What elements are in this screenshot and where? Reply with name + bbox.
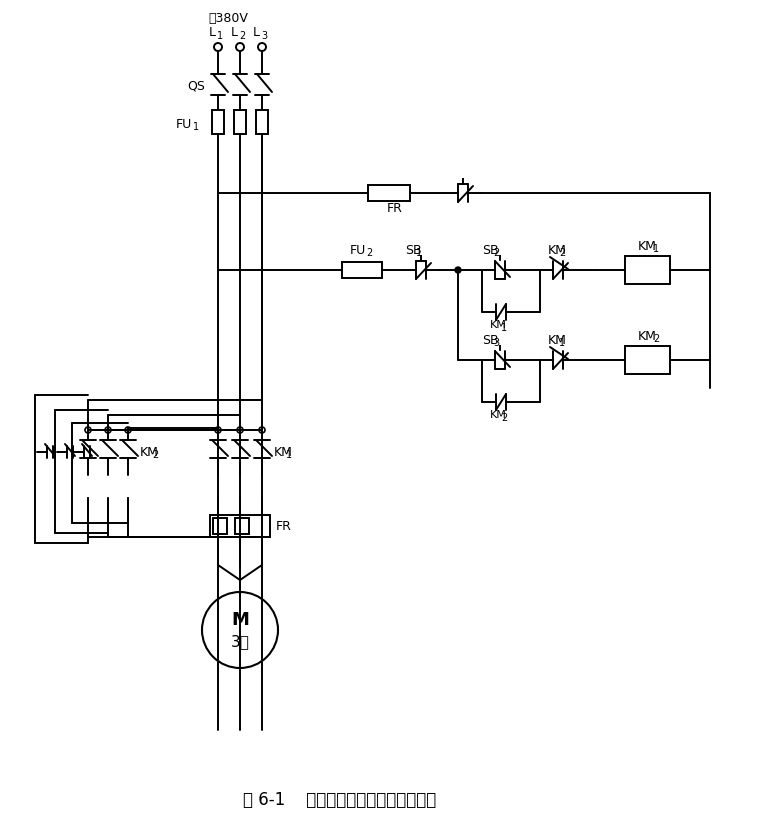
Circle shape <box>236 43 244 51</box>
Text: KM: KM <box>274 445 293 459</box>
Text: 图 6-1    交流电动机的正反转控制电路: 图 6-1 交流电动机的正反转控制电路 <box>243 791 437 809</box>
Text: L: L <box>253 27 260 40</box>
Text: 1: 1 <box>286 450 292 460</box>
Circle shape <box>215 427 221 433</box>
Text: 1: 1 <box>416 248 422 258</box>
Text: SB: SB <box>482 333 499 347</box>
Text: 1: 1 <box>653 244 659 254</box>
Text: KM: KM <box>140 445 159 459</box>
Bar <box>342 262 382 278</box>
Text: 3: 3 <box>261 31 267 41</box>
Circle shape <box>214 43 222 51</box>
Circle shape <box>455 267 461 273</box>
Text: 3: 3 <box>493 338 499 348</box>
Text: FR: FR <box>387 203 403 215</box>
Circle shape <box>202 592 278 668</box>
Text: KM: KM <box>548 243 567 257</box>
Circle shape <box>259 427 265 433</box>
Circle shape <box>85 427 91 433</box>
Text: KM: KM <box>638 330 657 342</box>
Text: KM: KM <box>548 333 567 347</box>
Text: 2: 2 <box>239 31 245 41</box>
Text: FU: FU <box>350 243 366 257</box>
Text: KM: KM <box>490 320 507 330</box>
Text: QS: QS <box>187 80 205 92</box>
Text: M: M <box>231 611 249 629</box>
Text: L: L <box>209 27 216 40</box>
Bar <box>368 185 410 201</box>
Text: 2: 2 <box>501 413 507 423</box>
Text: 2: 2 <box>493 248 499 258</box>
Bar <box>625 256 670 284</box>
Circle shape <box>455 267 461 273</box>
Text: 1: 1 <box>501 323 507 333</box>
Text: 2: 2 <box>653 334 659 344</box>
Text: FU: FU <box>176 117 192 130</box>
Bar <box>210 515 270 537</box>
Text: 1: 1 <box>217 31 223 41</box>
Circle shape <box>105 427 111 433</box>
Bar <box>234 110 246 134</box>
Text: L: L <box>231 27 238 40</box>
Text: 2: 2 <box>559 248 565 258</box>
Text: FR: FR <box>276 519 292 533</box>
Bar <box>235 518 249 534</box>
Circle shape <box>258 43 266 51</box>
Text: SB: SB <box>482 243 499 257</box>
Bar <box>213 518 227 534</box>
Text: 3～: 3～ <box>230 635 249 650</box>
Text: 2: 2 <box>152 450 158 460</box>
Text: 1: 1 <box>559 338 565 348</box>
Circle shape <box>125 427 131 433</box>
Text: 1: 1 <box>193 122 199 132</box>
Bar <box>256 110 268 134</box>
Bar <box>625 346 670 374</box>
Circle shape <box>237 427 243 433</box>
Bar <box>212 110 224 134</box>
Text: ～380V: ～380V <box>208 12 248 24</box>
Text: SB: SB <box>405 243 422 257</box>
Text: 2: 2 <box>366 248 372 258</box>
Text: KM: KM <box>638 239 657 253</box>
Text: KM: KM <box>490 410 507 420</box>
